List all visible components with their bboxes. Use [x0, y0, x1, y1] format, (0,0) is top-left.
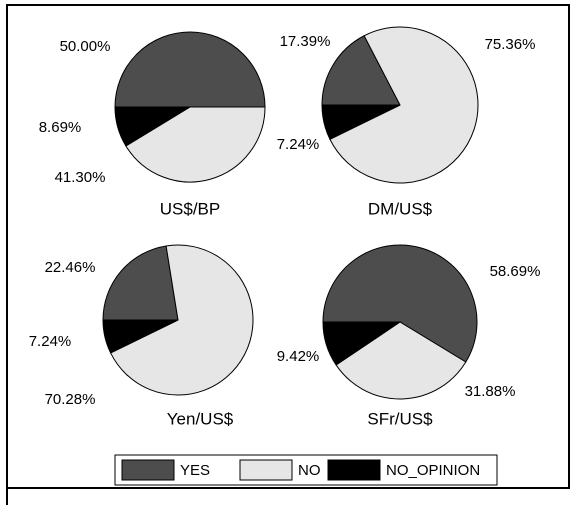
pie-title: DM/US$: [368, 199, 433, 218]
slice-label: 7.24%: [277, 136, 320, 153]
legend-swatch: [121, 459, 175, 481]
legend-box: [114, 454, 498, 486]
pie-slice: [321, 104, 401, 140]
pie-slice: [322, 321, 402, 366]
frame: [6, 4, 570, 489]
slice-label: 17.39%: [280, 33, 331, 50]
pie-slice: [114, 106, 192, 147]
legend-label: NO_OPINION: [386, 462, 480, 479]
slice-label: 58.69%: [490, 263, 541, 280]
slice-label: 22.46%: [45, 259, 96, 276]
pie-slice: [322, 244, 478, 363]
slice-label: 9.42%: [277, 348, 320, 365]
pie-slice: [335, 321, 467, 400]
legend-swatch: [239, 459, 293, 481]
legend-label: YES: [180, 462, 210, 479]
legend-swatch: [327, 459, 381, 481]
pie-title: US$/BP: [160, 199, 220, 218]
pie-title: SFr/US$: [367, 409, 433, 428]
slice-label: 31.88%: [465, 383, 516, 400]
pie-slice: [109, 244, 254, 396]
pie-slice: [114, 31, 266, 108]
slice-label: 8.69%: [39, 119, 82, 136]
pie-slice: [102, 319, 179, 354]
slice-label: 7.24%: [29, 333, 72, 350]
slice-label: 75.36%: [485, 36, 536, 53]
pie-title: Yen/US$: [167, 409, 234, 428]
pie-slice: [125, 106, 266, 183]
legend-label: NO: [298, 462, 321, 479]
slice-label: 50.00%: [60, 38, 111, 55]
slice-label: 70.28%: [45, 391, 96, 408]
slice-label: 41.30%: [55, 169, 106, 186]
pie-slice: [102, 245, 179, 321]
pie-slice: [321, 35, 401, 106]
pie-slice: [329, 26, 479, 184]
